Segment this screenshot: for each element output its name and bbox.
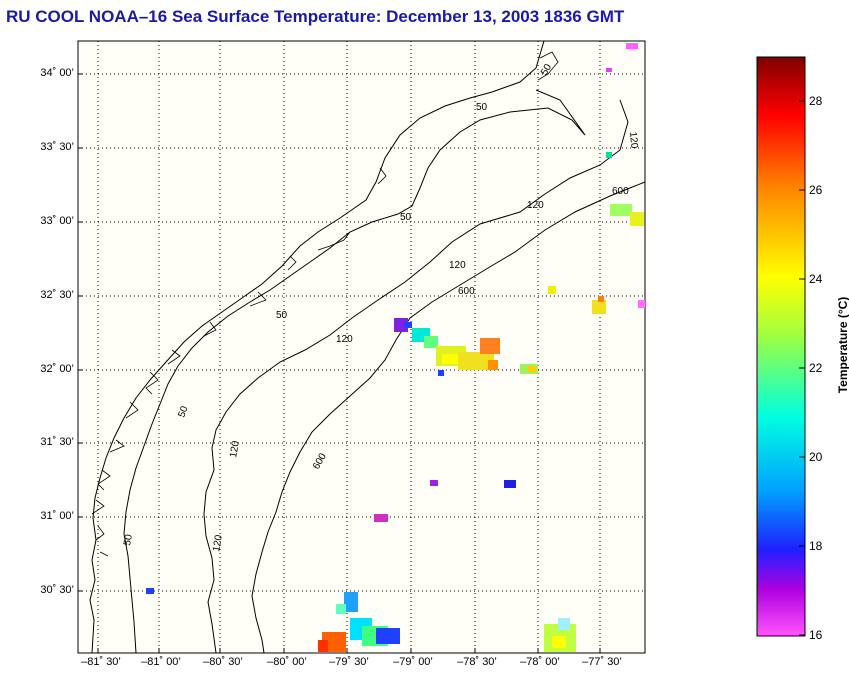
contour-label-120: 120 [336,334,353,345]
lat-tick-label: 34˚ 00’ [40,67,74,79]
lon-tick-label: –80˚ 30’ [203,656,243,668]
graticule [78,41,645,653]
colorbar-tick-label: 18 [809,539,823,553]
contour-label-50: 50 [539,62,554,78]
lon-tick-label: –79˚ 30’ [329,656,369,668]
lon-tick-label: –79˚ 00’ [393,656,433,668]
lat-tick-label: 32˚ 00’ [40,363,74,375]
map-title: RU COOL NOAA–16 Sea Surface Temperature:… [6,7,625,26]
colorbar-tick-label: 28 [809,94,823,108]
contour-label-120: 120 [449,260,466,271]
lat-tick-label: 31˚ 30’ [40,436,74,448]
lat-tick-label: 32˚ 30’ [40,289,74,301]
tick-marks [78,73,601,653]
contour-label-50: 50 [476,102,488,113]
lon-tick-label: –78˚ 00’ [520,656,560,668]
isobath-600 [251,181,645,653]
colorbar-tick-label: 26 [809,183,823,197]
colorbar [756,56,806,637]
colorbar-tick-label: 20 [809,450,823,464]
lon-tick-label: –80˚ 00’ [267,656,307,668]
colorbar-tick-label: 16 [809,628,823,642]
contour-label-50: 50 [122,533,135,546]
sst-data-patches [146,43,645,652]
contour-label-600: 600 [458,286,475,297]
contour-label-120: 120 [211,534,225,553]
contour-label-50: 50 [400,212,412,223]
lat-tick-label: 33˚ 00’ [40,215,74,227]
isobath-50 [123,89,586,653]
lon-tick-label: –81˚ 00’ [141,656,181,668]
contour-label-120: 120 [627,131,639,149]
lat-tick-label: 31˚ 00’ [40,510,74,522]
coastline [89,41,545,653]
colorbar-ticks [799,100,805,636]
contour-label-120: 120 [527,200,544,211]
lat-tick-label: 33˚ 30’ [40,141,74,153]
colorbar-tick-label: 22 [809,361,823,375]
map-frame [77,40,646,654]
lon-tick-label: –78˚ 30’ [457,656,497,668]
contour-label-50: 50 [276,310,288,321]
lon-tick-label: –77˚ 30’ [582,656,622,668]
contour-label-50: 50 [176,404,190,419]
contour-labels: 50 50 50 50 50 50 120 120 120 120 120 12… [122,62,639,553]
colorbar-label: Temperature (°C) [836,296,849,394]
contour-label-120: 120 [228,440,242,459]
lon-tick-label: –81˚ 30’ [81,656,121,668]
colorbar-tick-label: 24 [809,272,823,286]
isobath-120 [203,99,629,653]
contour-label-600: 600 [612,186,629,197]
lat-tick-label: 30˚ 30’ [40,584,74,596]
